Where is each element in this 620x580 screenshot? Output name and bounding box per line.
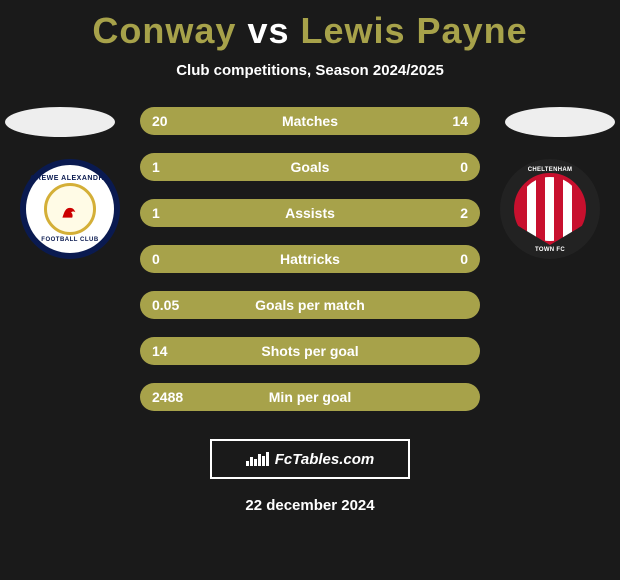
stat-left-value: 20 [152, 113, 202, 129]
stat-row: 2488Min per goal [140, 383, 480, 411]
stat-label: Assists [202, 205, 418, 221]
player-left-name: Conway [92, 10, 236, 51]
stat-left-value: 0.05 [152, 297, 202, 313]
stat-row: 14Shots per goal [140, 337, 480, 365]
stat-row: 0.05Goals per match [140, 291, 480, 319]
subtitle: Club competitions, Season 2024/2025 [0, 62, 620, 79]
stat-rows: 20Matches141Goals01Assists20Hattricks00.… [140, 107, 480, 411]
stat-left-value: 14 [152, 343, 202, 359]
lion-icon [57, 196, 83, 222]
stat-label: Min per goal [202, 389, 418, 405]
stat-label: Matches [202, 113, 418, 129]
comparison-title: Conway vs Lewis Payne [0, 0, 620, 52]
club-right-crest-icon [514, 173, 586, 245]
player-right-name: Lewis Payne [301, 10, 528, 51]
club-right-label-top: CHELTENHAM [528, 167, 573, 173]
stat-row: 1Assists2 [140, 199, 480, 227]
stat-left-value: 0 [152, 251, 202, 267]
stat-row: 0Hattricks0 [140, 245, 480, 273]
stat-row: 1Goals0 [140, 153, 480, 181]
club-badge-left: CREWE ALEXANDRA FOOTBALL CLUB [20, 159, 120, 259]
bars-icon [246, 452, 269, 466]
club-left-crest-icon [44, 183, 96, 235]
stat-right-value: 0 [418, 159, 468, 175]
player-left-photo [5, 107, 115, 137]
club-badge-right: CHELTENHAM TOWN FC [500, 159, 600, 259]
stat-label: Goals per match [202, 297, 418, 313]
stat-label: Shots per goal [202, 343, 418, 359]
stat-left-value: 1 [152, 159, 202, 175]
brand-text: FcTables.com [275, 451, 374, 468]
stat-right-value: 0 [418, 251, 468, 267]
stat-row: 20Matches14 [140, 107, 480, 135]
stat-label: Hattricks [202, 251, 418, 267]
comparison-body: CREWE ALEXANDRA FOOTBALL CLUB CHELTENHAM… [0, 107, 620, 411]
club-left-label-top: CREWE ALEXANDRA [30, 175, 109, 182]
vs-text: vs [247, 10, 289, 51]
stat-right-value: 14 [418, 113, 468, 129]
brand-box[interactable]: FcTables.com [210, 439, 410, 479]
footer-date: 22 december 2024 [0, 497, 620, 514]
stat-label: Goals [202, 159, 418, 175]
club-right-label-bottom: TOWN FC [535, 247, 565, 253]
club-left-label-bottom: FOOTBALL CLUB [41, 237, 98, 243]
player-right-photo [505, 107, 615, 137]
stat-left-value: 2488 [152, 389, 202, 405]
stat-left-value: 1 [152, 205, 202, 221]
stat-right-value: 2 [418, 205, 468, 221]
